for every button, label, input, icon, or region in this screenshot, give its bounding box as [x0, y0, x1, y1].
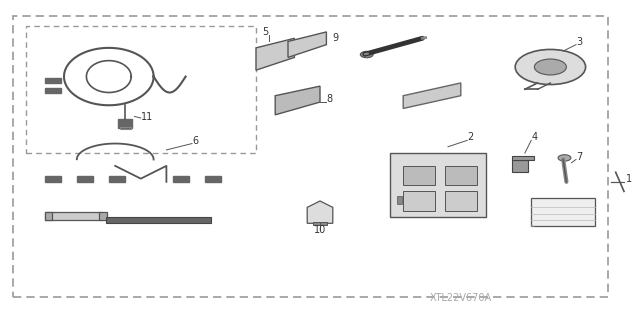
Polygon shape	[307, 201, 333, 223]
Text: 8: 8	[326, 94, 333, 104]
Bar	[109, 176, 125, 182]
Polygon shape	[275, 86, 320, 115]
Text: 5: 5	[262, 27, 269, 37]
Bar	[313, 222, 327, 225]
Polygon shape	[403, 83, 461, 108]
Text: 4: 4	[531, 132, 538, 142]
Text: 2: 2	[467, 132, 474, 142]
Bar	[205, 176, 221, 182]
Circle shape	[558, 155, 571, 161]
Polygon shape	[390, 153, 486, 217]
Bar	[77, 176, 93, 182]
Bar	[403, 166, 435, 185]
Text: 11: 11	[141, 112, 153, 122]
Polygon shape	[531, 225, 534, 226]
Bar	[173, 176, 189, 182]
Text: 10: 10	[314, 225, 326, 235]
Bar	[403, 191, 435, 211]
Bar	[45, 88, 61, 93]
Bar	[45, 78, 61, 83]
Text: 6: 6	[192, 136, 198, 145]
Bar	[106, 217, 211, 223]
Bar	[512, 160, 528, 172]
Bar	[397, 196, 402, 204]
Circle shape	[534, 59, 566, 75]
Text: 7: 7	[576, 152, 582, 161]
Bar	[445, 166, 477, 185]
Bar	[13, 16, 608, 297]
Bar	[26, 26, 256, 153]
Polygon shape	[531, 198, 595, 226]
Bar	[120, 127, 131, 129]
Bar	[99, 212, 107, 220]
Polygon shape	[288, 32, 326, 57]
Bar	[118, 119, 132, 128]
Bar	[445, 191, 477, 211]
Polygon shape	[256, 38, 294, 70]
Bar	[512, 156, 534, 160]
Circle shape	[515, 49, 586, 85]
Bar	[45, 212, 52, 220]
Circle shape	[360, 51, 373, 58]
Text: 9: 9	[333, 33, 339, 43]
Bar	[45, 212, 102, 220]
Text: 1: 1	[626, 174, 632, 184]
Bar	[45, 176, 61, 182]
Text: 3: 3	[576, 37, 582, 47]
Text: XTL22V670A: XTL22V670A	[429, 293, 492, 303]
